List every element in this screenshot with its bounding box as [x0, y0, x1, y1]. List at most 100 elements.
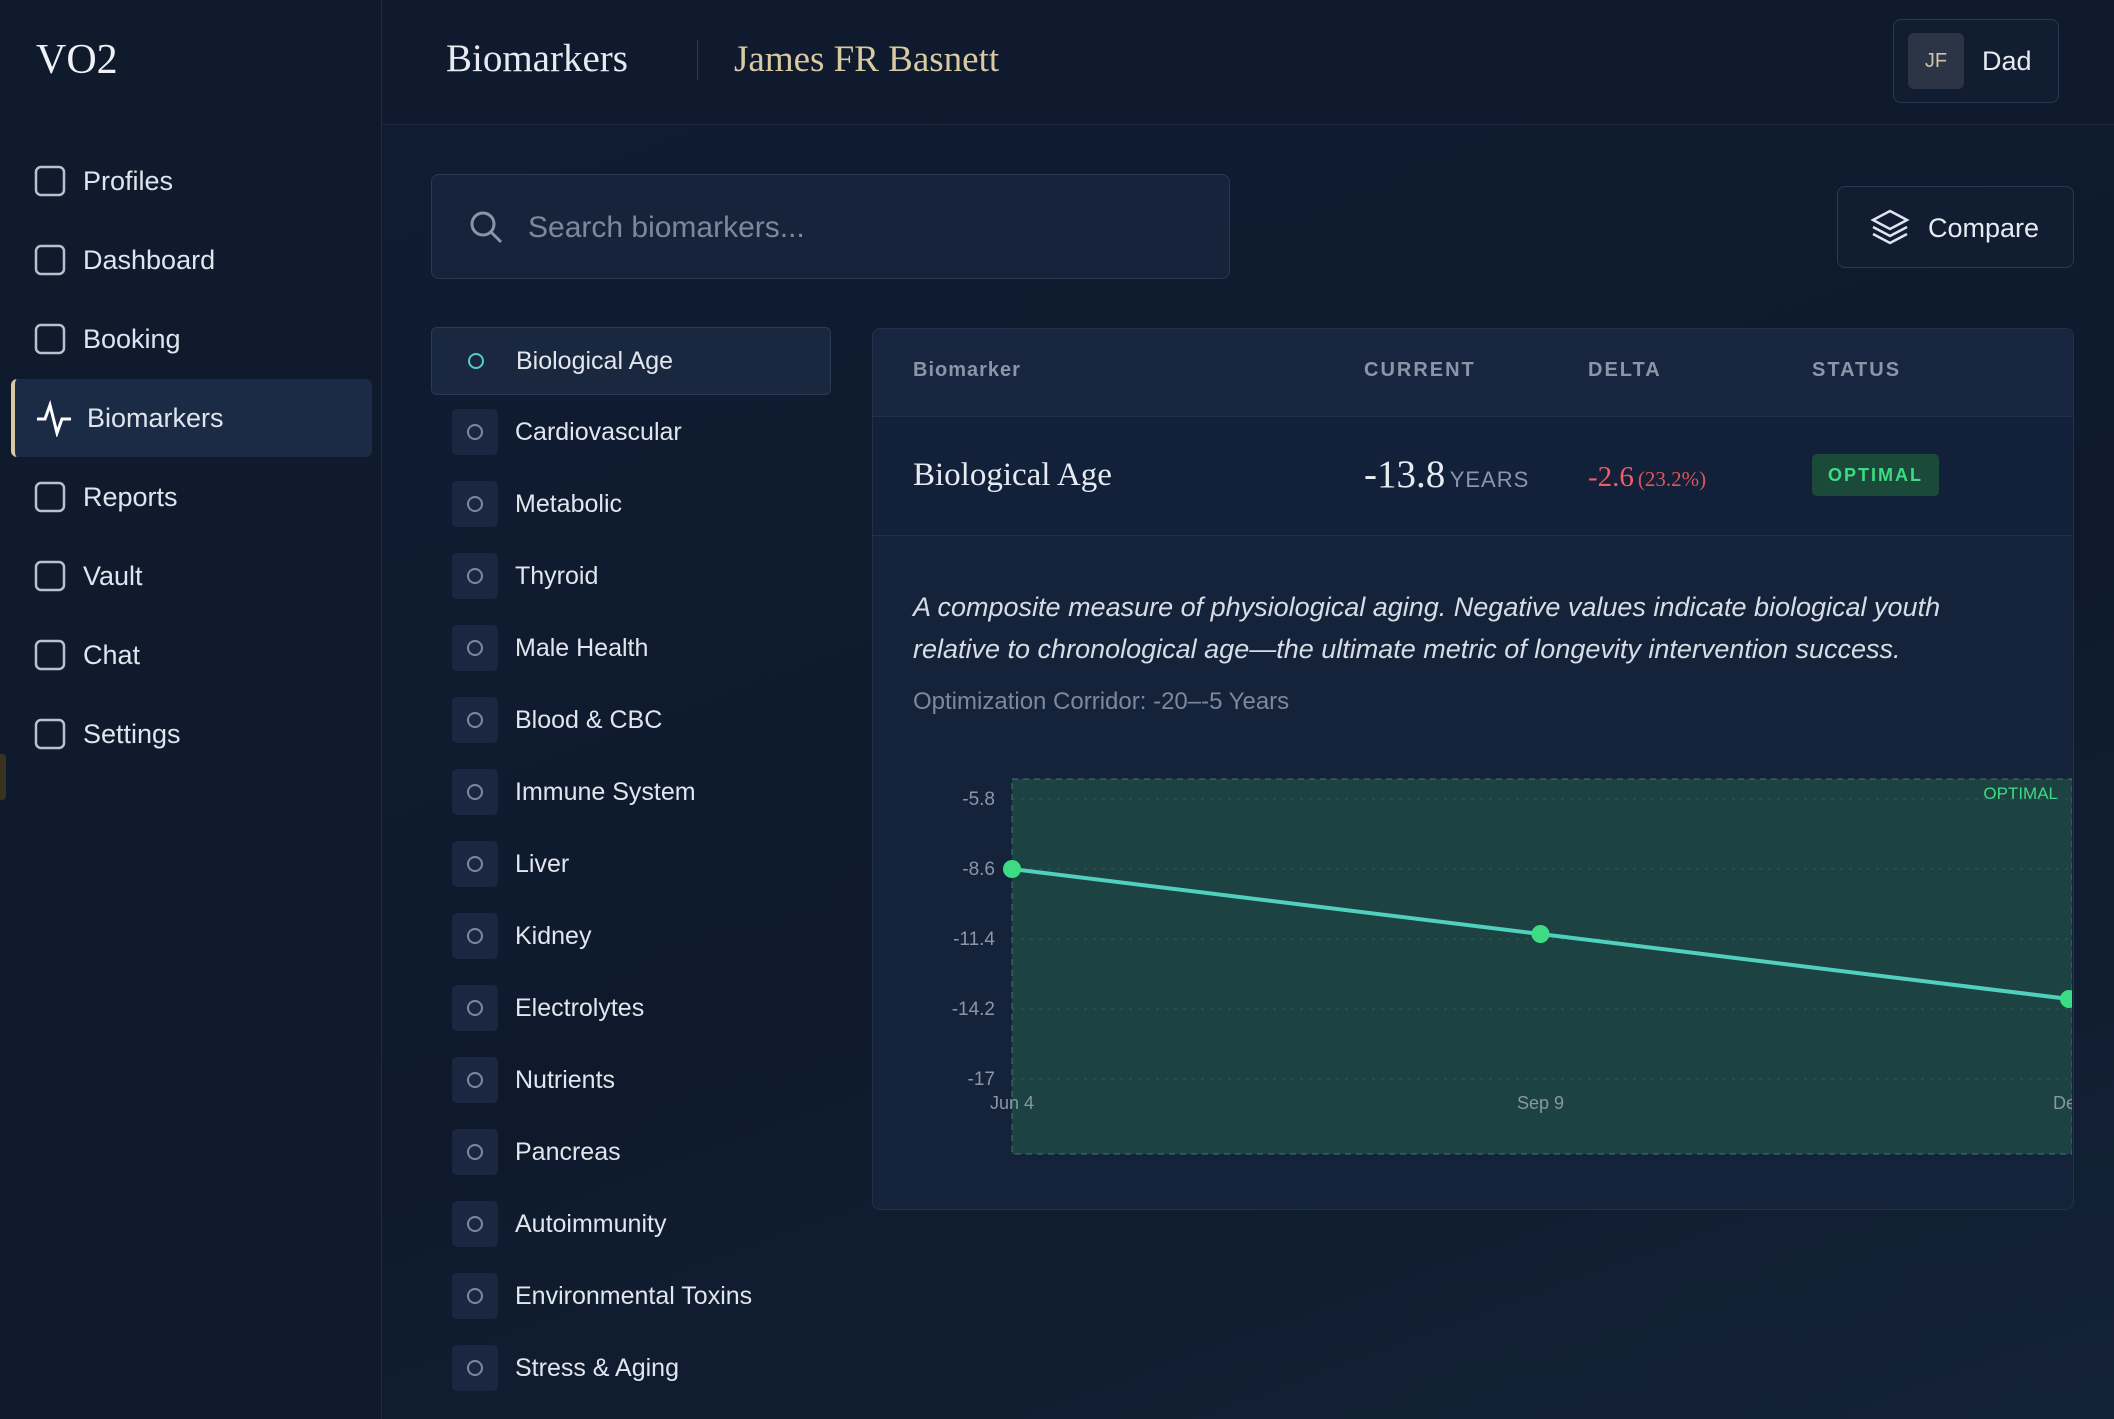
x-tick-label: Sep 9: [1517, 1093, 1564, 1113]
layers-icon: [1870, 209, 1910, 245]
category-label: Nutrients: [515, 1065, 616, 1094]
handle: [0, 754, 6, 800]
icon: [467, 1000, 483, 1016]
category-item[interactable]: Pancreas: [431, 1119, 829, 1185]
category-icon: [452, 913, 498, 959]
search-icon: [470, 211, 503, 244]
category-label: Metabolic: [515, 489, 622, 518]
category-icon: [452, 1057, 498, 1103]
nav-icon: [34, 560, 66, 592]
category-item[interactable]: Stress & Aging: [431, 1335, 829, 1401]
category-item[interactable]: Liver: [431, 831, 829, 897]
category-icon: [452, 625, 498, 671]
col-header: Biomarker: [913, 359, 1021, 381]
category-label: Stress & Aging: [515, 1353, 679, 1382]
category-icon: [452, 1345, 498, 1391]
user-button[interactable]: JF Dad: [1893, 19, 2059, 103]
user-name: Dad: [1982, 46, 2032, 76]
delta-value: -2.6: [1588, 461, 1634, 493]
category-icon: [452, 985, 498, 1031]
icon: [468, 353, 484, 369]
category-item[interactable]: Electrolytes: [431, 975, 829, 1041]
corridor: Optimization Corridor: -20–-5 Years: [913, 688, 1290, 715]
category-item[interactable]: Immune System: [431, 759, 829, 825]
data-point: [1531, 925, 1550, 943]
nav-item[interactable]: Booking: [11, 300, 368, 378]
category-icon: [452, 1129, 498, 1175]
divider: [697, 40, 698, 80]
nav-icon: [34, 639, 66, 671]
icon: [467, 1360, 483, 1376]
nav-label: Booking: [83, 323, 181, 354]
category-item[interactable]: Nutrients: [431, 1047, 829, 1113]
icon: [467, 1216, 483, 1232]
topbar: Biomarkers James FR Basnett JF Dad: [382, 0, 2114, 125]
avatar: JF: [1908, 33, 1964, 89]
compare-button[interactable]: Compare: [1837, 186, 2074, 268]
band-label: OPTIMAL: [1983, 784, 2058, 803]
nav-item[interactable]: Profiles: [11, 142, 368, 220]
x-tick-label: Jun 4: [990, 1093, 1034, 1113]
sidebar: VO2 Profiles Dashboard Booking Biomarkers Re…: [0, 0, 382, 1419]
icon: [467, 928, 483, 944]
nav-item[interactable]: Dashboard: [11, 221, 368, 299]
nav-icon: [34, 718, 66, 750]
category-icon: [452, 553, 498, 599]
category-label: Blood & CBC: [515, 705, 663, 734]
page-title: Biomarkers: [446, 37, 628, 80]
nav-icon: [37, 399, 71, 437]
current-unit: YEARS: [1449, 467, 1530, 492]
y-tick-label: -5.8: [962, 789, 995, 810]
category-label: Cardiovascular: [515, 417, 682, 446]
y-tick-label: -8.6: [962, 859, 995, 880]
category-label: Environmental Toxins: [515, 1281, 753, 1310]
category-icon: [452, 841, 498, 887]
category-item[interactable]: Environmental Toxins: [431, 1263, 829, 1329]
icon: [467, 712, 483, 728]
search-box[interactable]: Search biomarkers...: [431, 174, 1230, 279]
icon: [467, 568, 483, 584]
category-item[interactable]: Cardiovascular: [431, 399, 829, 465]
category-label: Liver: [515, 849, 570, 878]
nav-item[interactable]: Chat: [11, 616, 368, 694]
icon: [467, 640, 483, 656]
category-icon: [452, 409, 498, 455]
category-label: Thyroid: [515, 561, 599, 590]
category-icon: [452, 697, 498, 743]
y-tick-label: -11.4: [953, 929, 995, 950]
icon: [467, 424, 483, 440]
category-item[interactable]: Male Health: [431, 615, 829, 681]
category-item[interactable]: Kidney: [431, 903, 829, 969]
category-label: Autoimmunity: [515, 1209, 667, 1238]
nav-item[interactable]: Vault: [11, 537, 368, 615]
icon: [467, 784, 483, 800]
nav-icon: [34, 323, 66, 355]
category-label: Pancreas: [515, 1137, 621, 1166]
current-value: -13.8: [1364, 453, 1446, 496]
delta-pct: (23.2%): [1637, 467, 1707, 491]
category-item[interactable]: Blood & CBC: [431, 687, 829, 753]
icon: [467, 1144, 483, 1160]
data-point: [1003, 860, 1021, 878]
category-item[interactable]: Autoimmunity: [431, 1191, 829, 1257]
category-icon: [453, 338, 499, 384]
category-item[interactable]: Biological Age: [431, 327, 831, 395]
table-header: [873, 329, 2073, 417]
nav-item[interactable]: Reports: [11, 458, 368, 536]
nav-label: Settings: [83, 718, 181, 749]
nav-item[interactable]: Settings: [11, 695, 368, 773]
category-item[interactable]: Thyroid: [431, 543, 829, 609]
nav-label: Vault: [83, 560, 143, 591]
category-icon: [452, 769, 498, 815]
nav-item[interactable]: Biomarkers: [11, 379, 372, 457]
icon: [467, 856, 483, 872]
description: A composite measure of physiological agi…: [913, 592, 1941, 664]
status-badge: OPTIMAL: [1812, 454, 1939, 496]
category-icon: [452, 481, 498, 527]
compare-label: Compare: [1928, 213, 2040, 243]
category-item[interactable]: Metabolic: [431, 471, 829, 537]
nav-icon: [34, 165, 66, 197]
category-label: Male Health: [515, 633, 649, 662]
y-tick-label: -14.2: [952, 999, 995, 1020]
